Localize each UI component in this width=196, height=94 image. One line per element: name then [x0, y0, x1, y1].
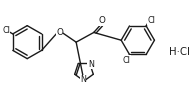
Text: O: O [56, 28, 63, 37]
Text: Cl: Cl [147, 16, 155, 25]
Text: O: O [98, 16, 105, 25]
Text: Cl: Cl [123, 56, 131, 65]
Text: N: N [80, 75, 86, 85]
Text: N: N [88, 60, 94, 69]
Text: H·Cl: H·Cl [169, 47, 189, 57]
Text: Cl: Cl [2, 27, 10, 36]
